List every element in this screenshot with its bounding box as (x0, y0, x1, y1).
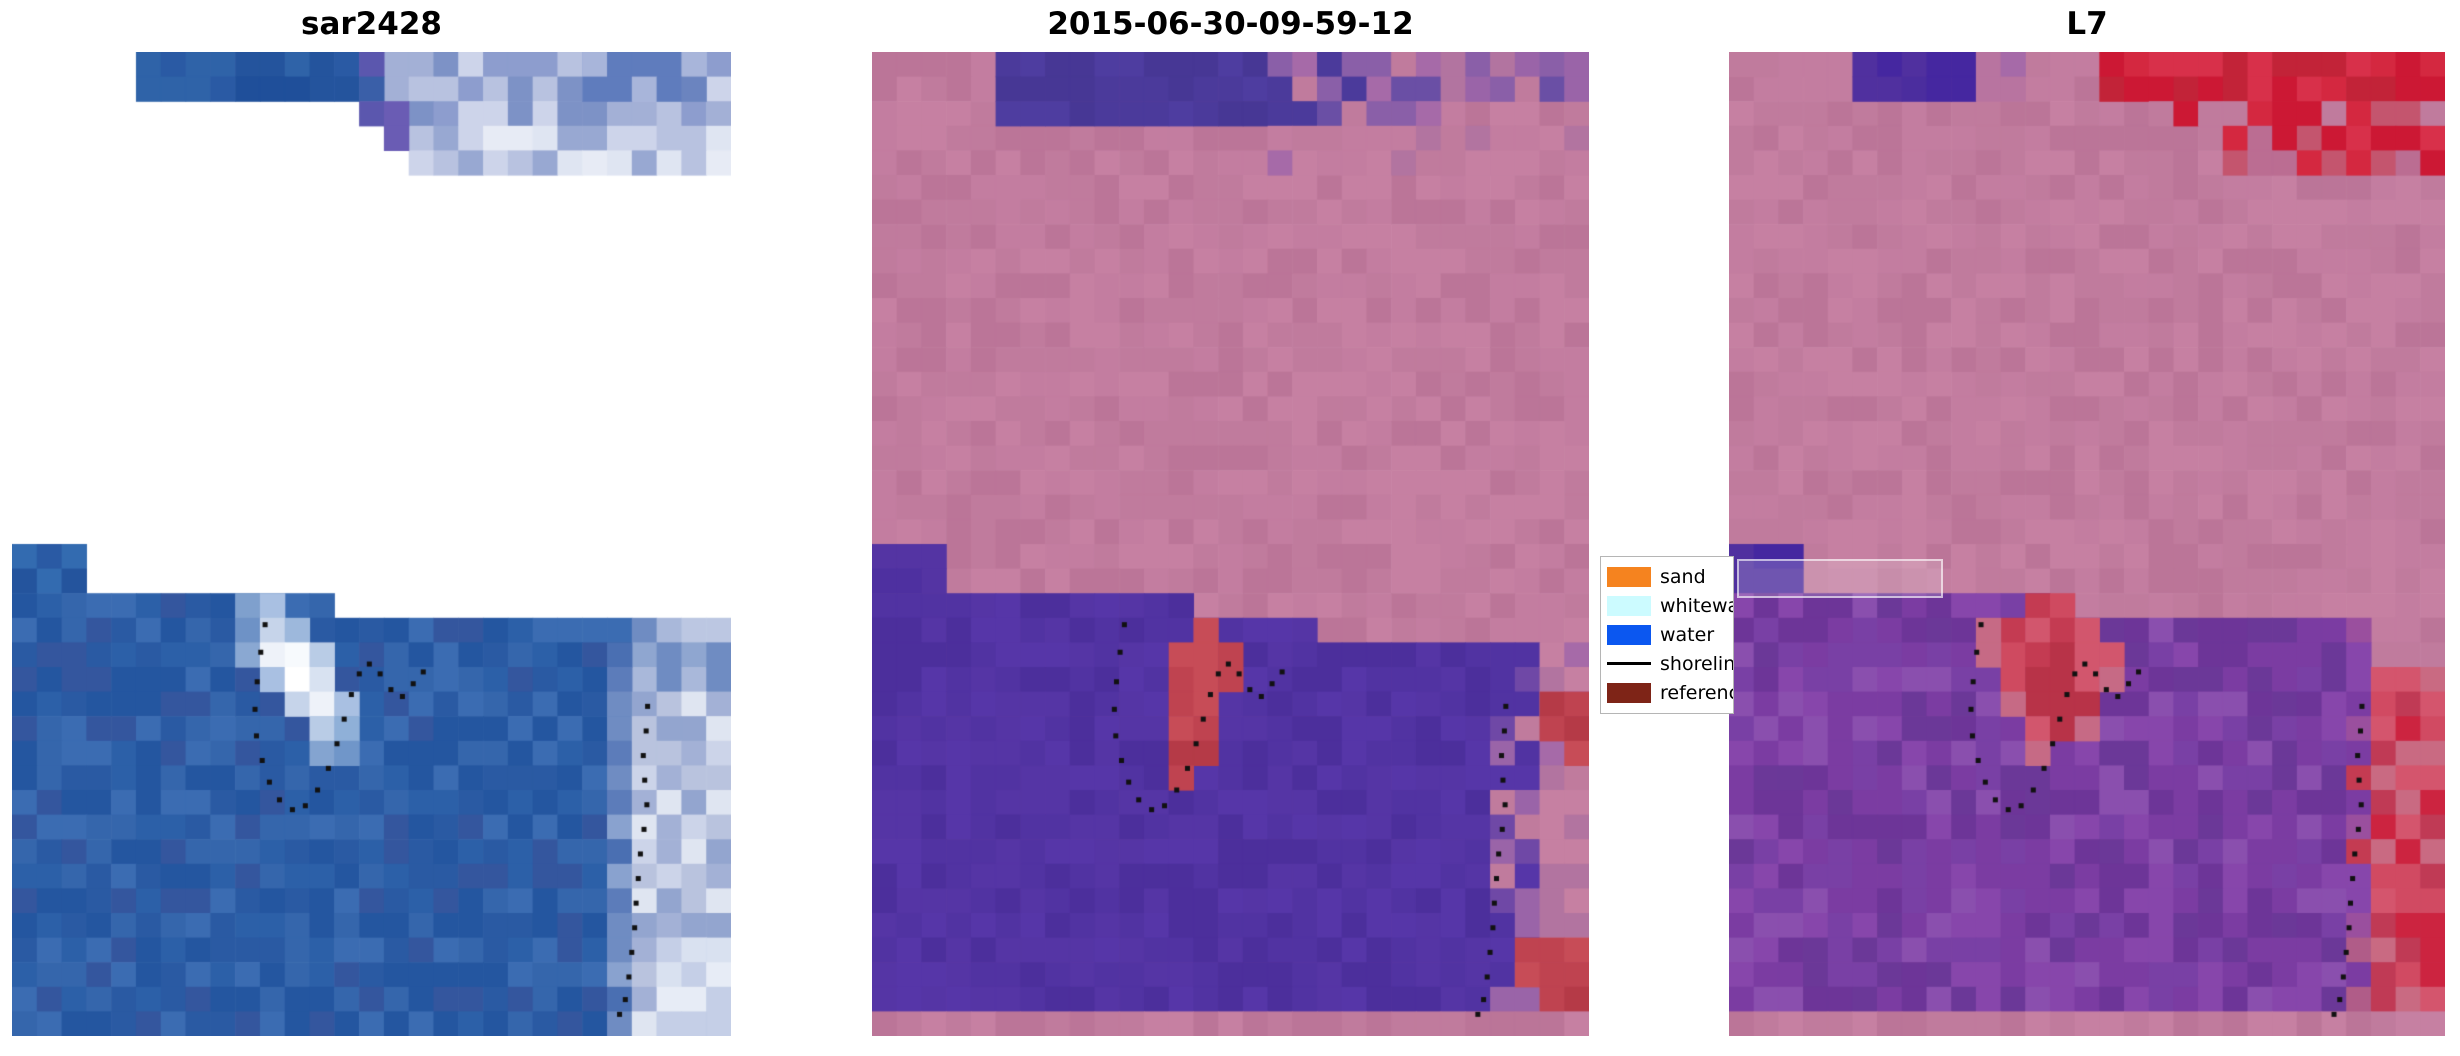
sar-image-panel (12, 52, 731, 1036)
panel-title-l7: L7 (2066, 6, 2108, 42)
panel-title-timestamp: 2015-06-30-09-59-12 (1047, 6, 1414, 42)
legend-label-water: water (1660, 623, 1715, 646)
shoreline-line-icon (1607, 662, 1651, 665)
legend-item-reference: reference (1607, 678, 1733, 707)
legend-item-water: water (1607, 620, 1733, 649)
l7-image-panel (1729, 52, 2445, 1036)
legend-item-sand: sand (1607, 562, 1733, 591)
legend-label-reference: reference (1660, 681, 1733, 704)
legend-item-shoreline: shoreline (1607, 649, 1733, 678)
legend: sand whitewater water shoreline referenc… (1600, 556, 1734, 714)
water-swatch-icon (1607, 624, 1651, 645)
sand-swatch-icon (1607, 566, 1651, 587)
panel-title-sar: sar2428 (301, 6, 442, 42)
classified-image-panel (872, 52, 1589, 1036)
legend-label-shoreline: shoreline (1660, 652, 1733, 675)
reference-swatch-icon (1607, 682, 1651, 703)
whitewater-swatch-icon (1607, 595, 1651, 616)
legend-label-whitewater: whitewater (1660, 594, 1733, 617)
legend-frame-extension (1737, 559, 1943, 598)
legend-item-whitewater: whitewater (1607, 591, 1733, 620)
legend-label-sand: sand (1660, 565, 1706, 588)
